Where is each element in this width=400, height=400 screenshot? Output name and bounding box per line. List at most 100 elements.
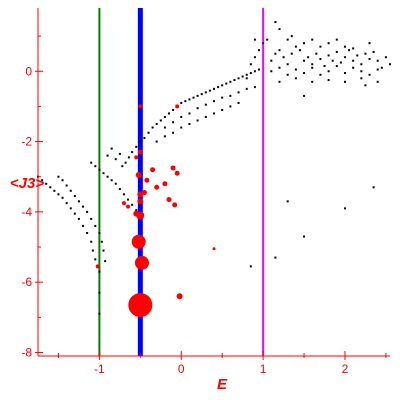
data-point [102, 172, 105, 175]
data-point [249, 265, 252, 268]
data-point [274, 21, 277, 24]
data-point [180, 115, 183, 118]
data-point [380, 66, 383, 69]
data-point [208, 89, 211, 92]
data-point [196, 94, 199, 97]
data-point [122, 193, 125, 196]
highlight-point [137, 198, 144, 205]
highlight-point [133, 210, 140, 217]
data-point [343, 56, 346, 59]
vertical-lines [98, 8, 265, 356]
data-point [233, 79, 236, 82]
data-point [213, 87, 215, 90]
highlight-point [137, 191, 144, 198]
data-point [106, 175, 109, 178]
data-point [94, 224, 97, 227]
data-point [343, 207, 346, 210]
data-point [118, 188, 121, 191]
data-point [311, 38, 314, 41]
highlight-point [176, 293, 183, 300]
highlight-point [95, 264, 100, 269]
data-point [335, 38, 338, 41]
data-point [258, 49, 261, 52]
x-tick-label: 0 [178, 362, 185, 376]
data-point [69, 189, 72, 192]
highlight-point [137, 149, 143, 155]
data-point [61, 196, 64, 199]
data-point [286, 73, 289, 76]
data-point [41, 179, 44, 182]
data-point [204, 91, 207, 94]
highlight-point [175, 104, 180, 109]
data-point [384, 56, 387, 59]
highlight-point [174, 170, 180, 176]
data-point [69, 207, 72, 210]
data-point [135, 145, 138, 148]
data-point [323, 65, 326, 67]
data-point [237, 101, 240, 104]
data-point [127, 198, 130, 201]
data-point [110, 179, 113, 182]
data-point [86, 231, 89, 234]
data-point [82, 224, 85, 227]
data-point [258, 68, 261, 71]
data-point [163, 115, 166, 118]
data-point [311, 66, 314, 69]
highlight-point [172, 202, 178, 208]
data-point [167, 112, 170, 115]
data-point [376, 59, 379, 62]
data-point [91, 249, 94, 252]
data-point [319, 73, 322, 76]
axes: -1 0 1 2 0 -2 -4 -6 -8 [21, 8, 390, 376]
data-point [303, 235, 306, 238]
data-point [53, 189, 56, 192]
data-point [180, 101, 183, 104]
data-point [192, 96, 195, 99]
data-point [159, 119, 162, 122]
data-point [188, 123, 191, 125]
data-point [364, 52, 367, 55]
highlight-point [166, 197, 172, 203]
data-point [270, 59, 273, 62]
y-tick-label: -8 [21, 345, 32, 359]
data-point [188, 112, 191, 115]
data-point [253, 70, 256, 73]
data-point [90, 161, 93, 164]
data-point [90, 240, 93, 243]
highlight-point [126, 204, 131, 209]
y-tick-label: 0 [25, 64, 32, 78]
data-point [114, 182, 117, 185]
x-tick-label: 1 [260, 362, 267, 376]
data-point [311, 80, 314, 83]
data-point [229, 80, 232, 83]
data-point [352, 47, 355, 50]
data-point [104, 260, 107, 263]
data-point [274, 52, 277, 55]
data-point [77, 200, 80, 203]
data-point [290, 35, 293, 38]
data-point [65, 184, 68, 187]
data-point [327, 70, 330, 73]
data-point [221, 84, 224, 87]
data-point [368, 57, 371, 60]
data-point [286, 200, 289, 203]
data-point [131, 151, 134, 154]
data-point [303, 59, 306, 62]
data-point [237, 91, 240, 94]
data-point [100, 240, 103, 243]
data-point [196, 107, 199, 110]
data-point [352, 59, 355, 62]
data-point [245, 77, 248, 80]
data-point [229, 105, 232, 108]
data-point [286, 38, 289, 41]
highlight-point [134, 255, 149, 270]
data-point [356, 54, 359, 57]
data-point [360, 70, 363, 73]
data-point [266, 38, 269, 41]
highlight-point [154, 184, 160, 190]
data-point [106, 154, 109, 157]
data-point [110, 147, 113, 150]
data-point [245, 87, 248, 90]
data-point [376, 68, 379, 71]
data-point [372, 50, 375, 53]
